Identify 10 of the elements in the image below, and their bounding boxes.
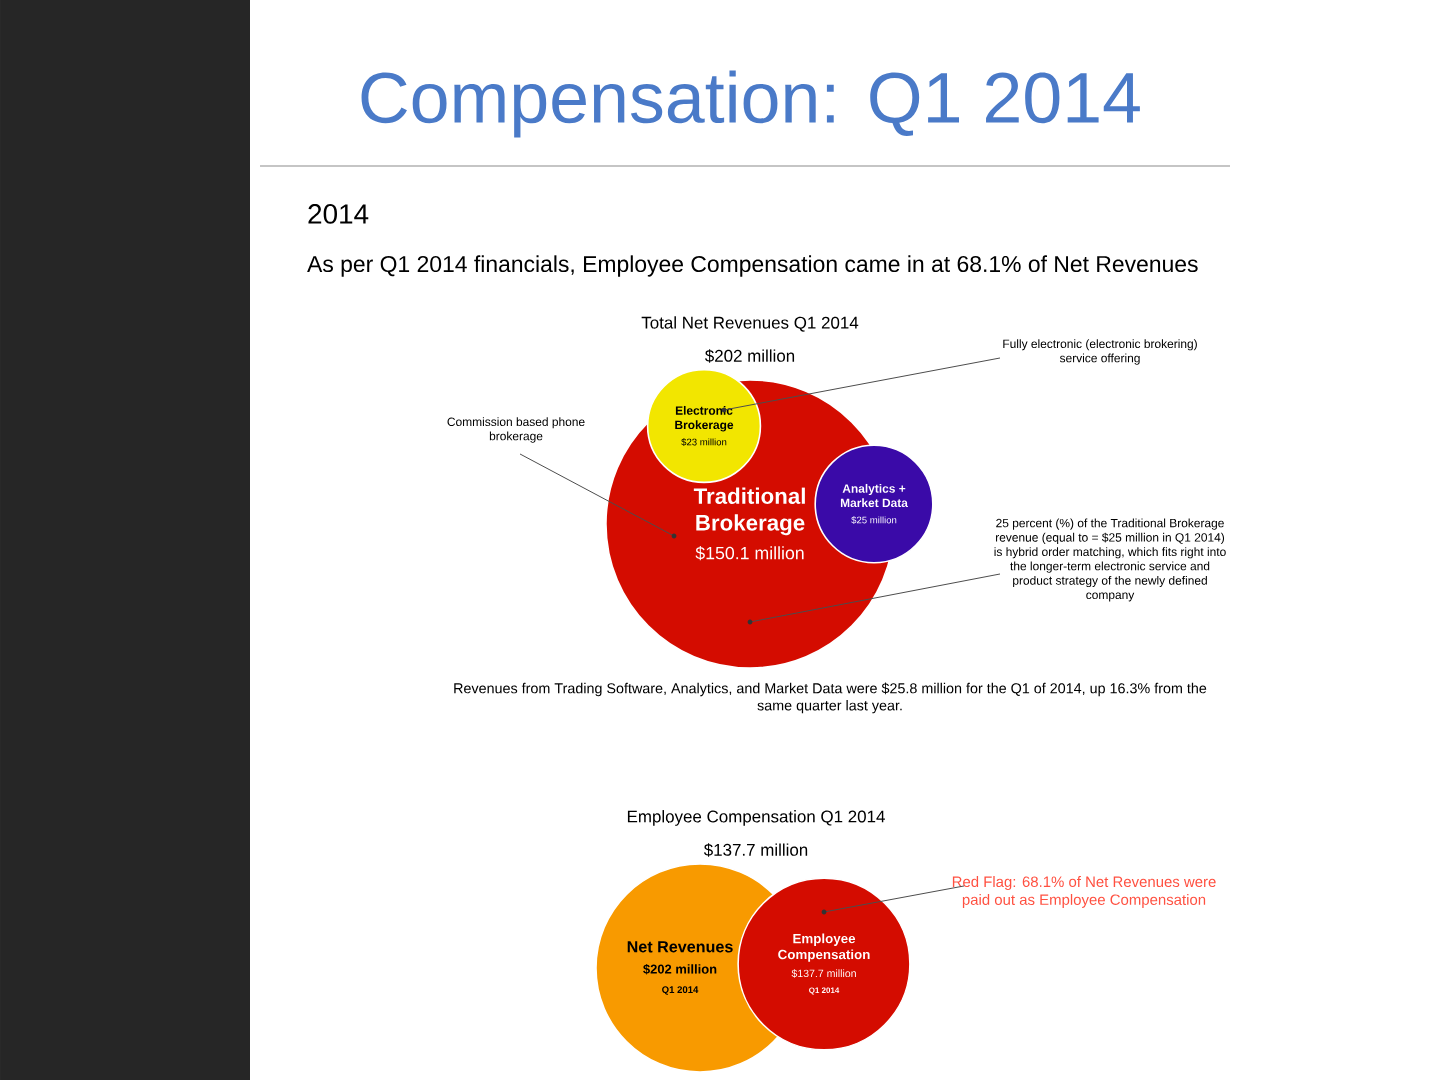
text: Employee Compensation Q1 2014 bbox=[627, 810, 885, 826]
text: Compensation: Q1 2014 bbox=[361, 70, 1140, 138]
data-label: $150.1 million bbox=[695, 546, 804, 561]
category-label: Net Revenues bbox=[627, 941, 733, 953]
text: $137.7 million bbox=[703, 843, 808, 857]
text: 2014 bbox=[308, 204, 369, 224]
text: As per Q1 2014 financials, Employee Compensation came in at 68.1% of Net Revenues bbox=[307, 255, 1198, 277]
text: $202 million bbox=[705, 349, 795, 363]
category-label: Traditional Brokerage bbox=[693, 487, 805, 536]
text: Total Net Revenues Q1 2014 bbox=[641, 316, 859, 332]
